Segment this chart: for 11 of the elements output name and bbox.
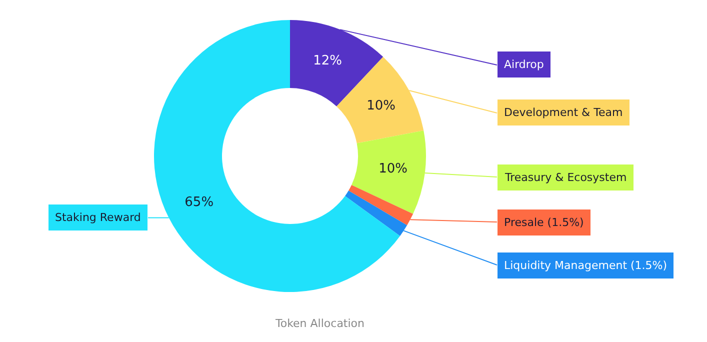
slice-label: Liquidity Management (1.5%) <box>504 259 668 272</box>
slice-label: Staking Reward <box>55 211 141 224</box>
slice-label: Development & Team <box>504 106 623 119</box>
slice-label: Airdrop <box>504 58 544 71</box>
data-label: 10% <box>378 162 408 177</box>
slice-label: Treasury & Ecosystem <box>504 171 627 184</box>
data-label: 10% <box>366 98 396 114</box>
data-label: 65% <box>184 194 214 210</box>
slice-label: Presale (1.5%) <box>504 216 584 229</box>
text: Token Allocation <box>274 316 365 330</box>
data-label: 12% <box>313 54 342 69</box>
